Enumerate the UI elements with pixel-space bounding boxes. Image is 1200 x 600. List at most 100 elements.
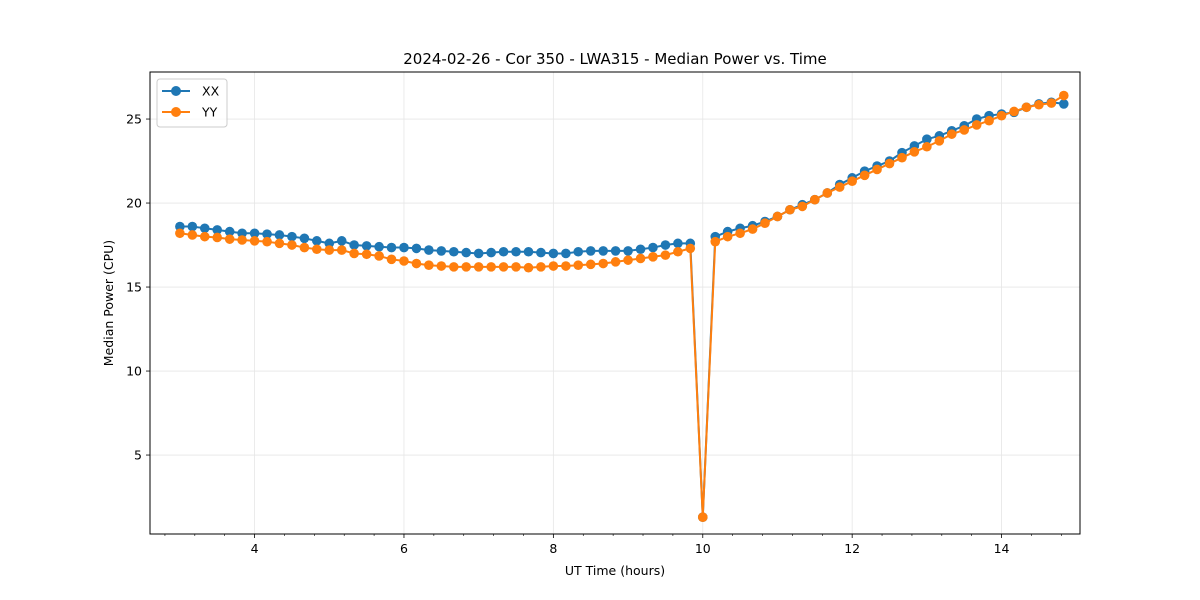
point-yy-54 (847, 176, 857, 186)
point-yy-40 (673, 246, 683, 257)
point-yy-34 (598, 258, 608, 269)
y-tick-label-4: 25 (126, 112, 142, 127)
point-yy-26 (498, 262, 509, 272)
x-tick-label-0: 4 (251, 541, 259, 556)
point-yy-32 (573, 260, 584, 271)
point-yy-24 (473, 262, 484, 272)
point-xx-21 (436, 246, 447, 256)
point-yy-9 (287, 240, 297, 250)
point-yy-42 (697, 512, 708, 522)
point-xx-35 (610, 246, 621, 256)
point-xx-29 (536, 247, 546, 258)
point-xx-3 (212, 225, 223, 235)
point-yy-6 (249, 236, 260, 246)
point-xx-9 (287, 231, 297, 242)
legend-label-yy: YY (201, 105, 218, 120)
x-tick-label-5: 14 (994, 541, 1010, 556)
point-xx-30 (548, 248, 559, 259)
point-yy-43 (710, 236, 721, 247)
point-yy-18 (399, 256, 409, 266)
point-yy-15 (361, 249, 372, 260)
x-tick-label-3: 10 (695, 541, 711, 556)
legend: XX YY (156, 78, 228, 128)
legend-label-xx: XX (202, 84, 220, 99)
point-xx-20 (424, 245, 434, 255)
point-yy-27 (511, 262, 521, 272)
point-xx-24 (473, 248, 484, 259)
x-tick-label-4: 12 (844, 541, 860, 556)
point-yy-68 (1021, 102, 1032, 113)
x-tick-label-2: 8 (549, 541, 557, 556)
point-xx-17 (386, 242, 397, 253)
point-xx-2 (199, 223, 210, 234)
point-xx-40 (673, 238, 683, 249)
point-xx-14 (349, 240, 359, 250)
point-xx-15 (361, 241, 372, 251)
point-xx-4 (224, 226, 235, 237)
plot-frame (149, 71, 1081, 535)
point-xx-13 (336, 236, 347, 246)
point-xx-31 (561, 248, 571, 259)
point-yy-48 (772, 211, 783, 222)
point-yy-33 (585, 259, 596, 270)
series-yy (175, 90, 1069, 522)
point-xx-26 (498, 246, 509, 257)
point-yy-8 (274, 238, 285, 249)
point-yy-64 (971, 120, 982, 130)
point-xx-19 (411, 243, 422, 254)
point-yy-13 (336, 245, 347, 255)
point-yy-53 (834, 182, 845, 192)
point-yy-28 (523, 262, 534, 273)
point-xx-1 (187, 221, 198, 232)
series-layer (175, 90, 1069, 522)
point-xx-32 (573, 246, 584, 257)
legend-marker-yy (171, 107, 181, 117)
y-tick-label-1: 10 (126, 364, 142, 379)
point-xx-10 (299, 233, 310, 244)
point-xx-8 (274, 230, 285, 240)
point-xx-60 (922, 134, 932, 144)
legend-marker-xx (171, 86, 181, 96)
point-xx-34 (598, 246, 608, 256)
point-xx-12 (324, 238, 335, 249)
x-axis-label: UT Time (hours) (565, 563, 665, 578)
point-yy-19 (411, 258, 422, 269)
point-yy-50 (797, 201, 808, 212)
point-yy-66 (996, 110, 1007, 121)
point-yy-4 (224, 234, 235, 244)
point-yy-47 (760, 218, 770, 228)
point-yy-7 (262, 236, 272, 247)
point-yy-65 (984, 115, 994, 126)
point-yy-67 (1009, 106, 1019, 117)
point-yy-23 (461, 262, 472, 272)
point-yy-1 (187, 230, 198, 240)
point-yy-56 (872, 164, 882, 175)
point-yy-55 (859, 170, 870, 181)
point-yy-17 (386, 254, 397, 265)
point-yy-63 (959, 125, 970, 135)
point-yy-25 (486, 262, 496, 272)
point-xx-7 (262, 229, 272, 239)
point-yy-46 (747, 224, 758, 234)
point-yy-36 (623, 255, 633, 265)
point-yy-31 (561, 261, 571, 271)
point-xx-18 (399, 242, 409, 253)
point-yy-61 (934, 136, 945, 146)
point-yy-5 (237, 235, 247, 245)
point-yy-3 (212, 232, 223, 243)
point-xx-5 (237, 228, 247, 239)
point-yy-35 (610, 257, 621, 267)
point-xx-25 (486, 247, 496, 258)
point-xx-37 (635, 244, 646, 255)
chart-title: 2024-02-26 - Cor 350 - LWA315 - Median P… (403, 50, 827, 68)
point-yy-2 (199, 231, 210, 242)
point-yy-10 (299, 242, 310, 253)
point-yy-57 (884, 158, 895, 169)
point-xx-36 (623, 246, 633, 256)
point-yy-16 (374, 251, 384, 261)
point-yy-70 (1046, 98, 1057, 108)
point-yy-20 (424, 260, 434, 271)
point-xx-33 (585, 246, 596, 256)
point-yy-58 (897, 152, 907, 163)
y-axis-label: Median Power (CPU) (101, 240, 116, 366)
